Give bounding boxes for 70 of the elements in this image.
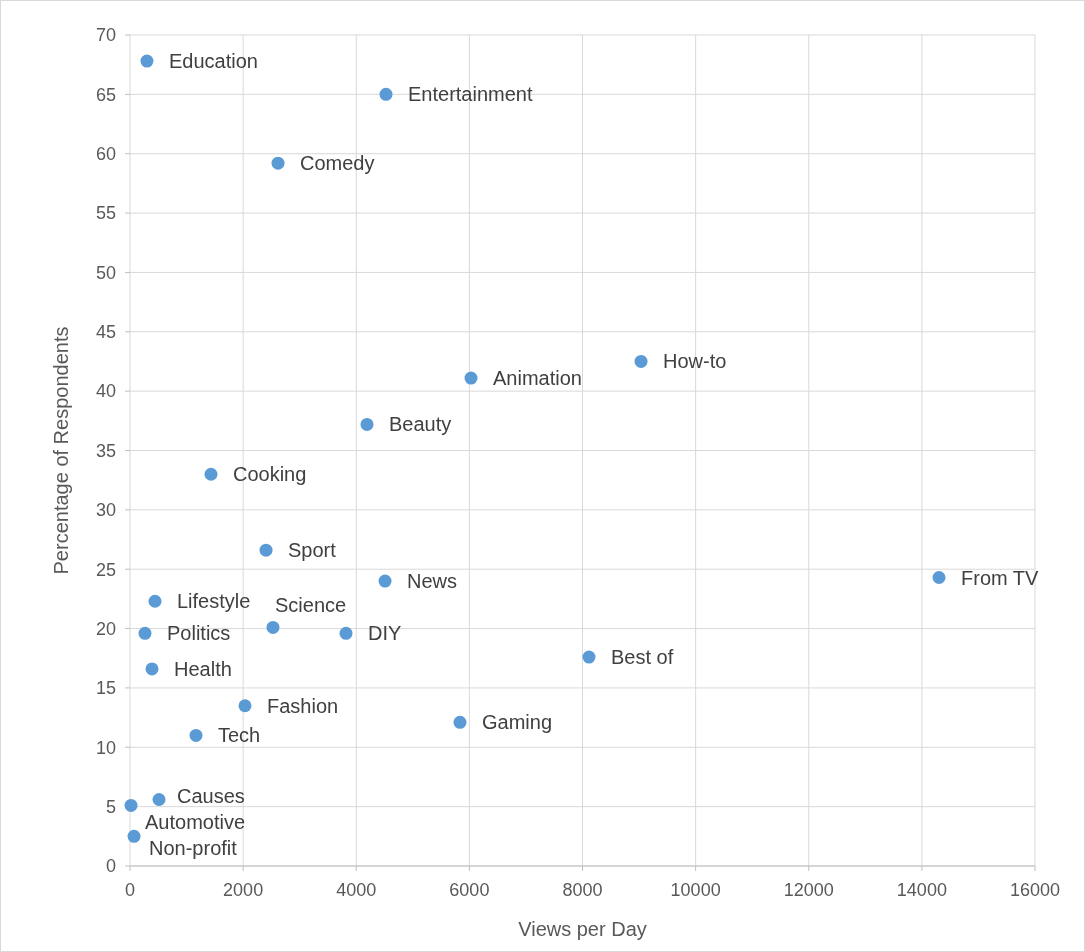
- y-tick-label: 45: [95, 322, 116, 343]
- point: [339, 626, 353, 640]
- point: [634, 354, 648, 368]
- y-tick-label: 0: [105, 856, 116, 877]
- annotation: Automotive: [145, 811, 246, 834]
- x-tick-label: 0: [124, 880, 136, 900]
- x-tick-label: 12000: [783, 880, 834, 900]
- point: [360, 417, 374, 431]
- point: [138, 626, 152, 640]
- x-tick-label: 16000: [1009, 880, 1061, 900]
- annotation: Education: [168, 50, 258, 73]
- point: [271, 156, 285, 170]
- point: [238, 699, 252, 713]
- y-tick-label: 55: [95, 203, 116, 224]
- annotation: Comedy: [300, 152, 375, 175]
- y-tick-label: 5: [105, 796, 116, 817]
- y-tick-label: 25: [95, 559, 116, 580]
- y-axis-title: Percentage of Respondents: [50, 326, 72, 575]
- y-tick-label: 50: [95, 262, 116, 283]
- annotation: Causes: [177, 784, 245, 807]
- y-tick-label: 10: [95, 737, 116, 758]
- point: [453, 715, 467, 729]
- x-tick-label: 14000: [896, 880, 947, 900]
- annotation: Lifestyle: [177, 590, 251, 613]
- y-tick-label: 40: [95, 381, 116, 402]
- y-tick-label: 15: [95, 678, 116, 699]
- point: [266, 620, 280, 634]
- point: [124, 798, 138, 812]
- annotation: Health: [174, 657, 232, 680]
- point: [378, 574, 392, 588]
- annotation: Best of: [611, 646, 674, 669]
- x-tick-label: 8000: [562, 880, 603, 900]
- annotation: Entertainment: [408, 83, 533, 106]
- point: [582, 650, 596, 664]
- y-tick-label: 35: [95, 440, 116, 461]
- x-tick-label: 4000: [336, 880, 377, 900]
- annotation: DIY: [368, 622, 402, 645]
- x-tick-label: 10000: [670, 880, 721, 900]
- point: [145, 662, 159, 676]
- annotation: Sport: [288, 539, 337, 562]
- annotation: Tech: [218, 724, 261, 747]
- annotation: News: [407, 570, 458, 593]
- annotation: Fashion: [266, 694, 339, 717]
- point: [259, 543, 273, 557]
- x-tick-label: 6000: [449, 880, 490, 900]
- annotation: Cooking: [233, 463, 307, 486]
- y-tick-label: 65: [95, 84, 116, 105]
- annotation: Non-profit: [149, 837, 238, 860]
- point: [152, 793, 166, 807]
- y-tick-label: 20: [95, 618, 116, 639]
- y-tick-label: 70: [95, 25, 116, 46]
- point: [464, 371, 478, 385]
- annotation: From TV: [961, 566, 1040, 589]
- annotation: How-to: [663, 350, 727, 373]
- y-tick-label: 30: [95, 500, 116, 521]
- point: [379, 87, 393, 101]
- point: [140, 54, 154, 68]
- point: [204, 467, 218, 481]
- annotation: Animation: [493, 367, 582, 390]
- annotation: Politics: [166, 622, 231, 645]
- annotation: Beauty: [389, 413, 452, 436]
- annotation: Gaming: [481, 711, 553, 734]
- point: [127, 829, 141, 843]
- point: [932, 571, 946, 585]
- annotation: Science: [274, 594, 347, 617]
- y-tick-label: 60: [95, 144, 116, 165]
- x-axis-title: Views per Day: [518, 918, 647, 940]
- x-tick-label: 2000: [223, 880, 264, 900]
- point: [148, 594, 162, 608]
- point: [189, 728, 203, 742]
